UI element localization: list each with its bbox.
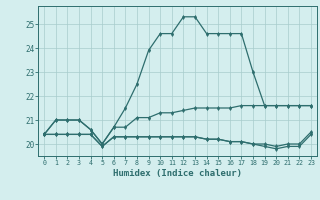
X-axis label: Humidex (Indice chaleur): Humidex (Indice chaleur) <box>113 169 242 178</box>
